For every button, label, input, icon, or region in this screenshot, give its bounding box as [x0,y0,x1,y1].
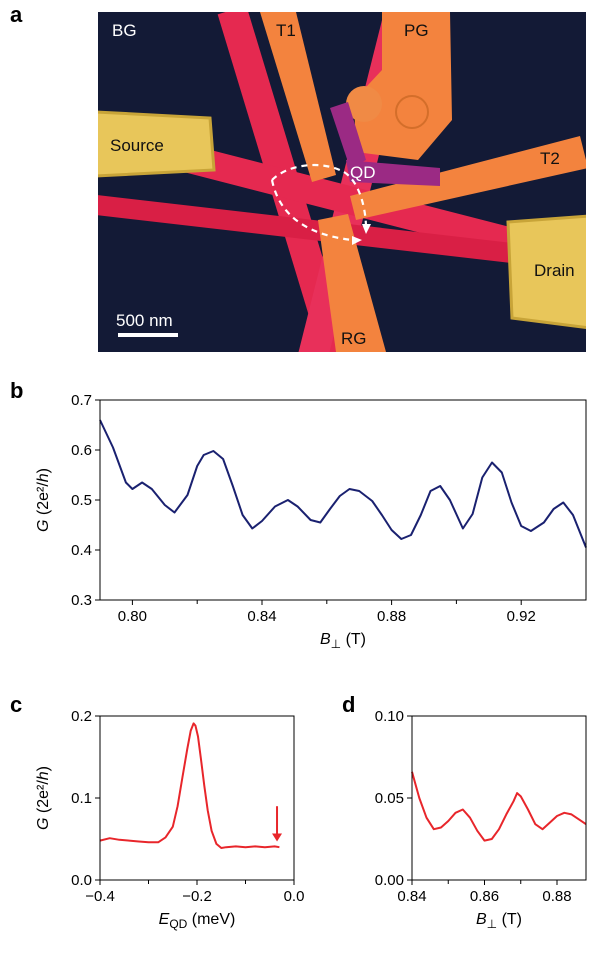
x-tick-label-c: −0.2 [182,888,212,905]
x-tick-label-b: 0.84 [247,608,276,625]
path-arrowhead-1 [352,236,362,245]
series-line-b [99,419,587,548]
x-axis-label-c: EQD (meV) [159,911,236,931]
source-contact [98,110,216,178]
y-tick-label-b: 0.7 [71,392,92,409]
x-tick-label-b: 0.88 [377,608,406,625]
y-axis-label-b: G (2e²/h) [35,468,52,532]
y-axis-label-b-unit-b: ) [35,468,52,473]
scale-bar [118,333,178,337]
y-axis-label-c-unit-a: (2e²/ [35,780,52,818]
x-axis-label-d-subscript: ⊥ [487,917,497,931]
y-tick-label-b: 0.5 [71,492,92,509]
gate-t1 [260,12,336,182]
gate-pg [346,12,452,160]
x-axis-label-b-unit: (T) [341,631,366,648]
y-tick-label-c: 0.1 [71,790,92,807]
x-tick-label-d: 0.88 [542,888,571,905]
x-axis-label-d-symbol: B [476,911,487,928]
gate-rg [318,214,386,352]
panel-label-a: a [10,2,23,27]
label-t2: T2 [540,149,560,168]
x-axis-label-c-subscript: QD [169,917,187,931]
y-axis-label-c-unit-h: h [35,771,52,780]
x-axis-label-d: B⊥ (T) [476,911,522,931]
scale-bar-label: 500 nm [116,311,173,330]
y-tick-label-c: 0.0 [71,872,92,889]
y-axis-label-c-symbol: G [35,818,52,830]
y-tick-label-c: 0.2 [71,708,92,725]
label-pg: PG [404,21,429,40]
chart-b: 0.80 0.84 0.88 0.92 0.3 0.4 0.5 0.6 0.7 B⊥ (T) G (… [35,392,587,651]
panel-label-c: c [10,692,22,717]
x-tick-label-b: 0.80 [118,608,147,625]
panel-label-d: d [342,692,355,717]
x-axis-label-b: B⊥ (T) [320,631,366,651]
x-axis-label-c-symbol: E [159,911,170,928]
gate-t2 [350,136,586,220]
y-tick-label-d: 0.05 [375,790,404,807]
path-arrowhead-2 [362,224,371,234]
edge-state-paths [270,163,368,242]
label-rg: RG [341,329,367,348]
x-tick-label-b: 0.92 [507,608,536,625]
sem-image: BG T1 PG Source QD T2 Drain RG 500 nm [98,12,586,352]
x-axis-label-b-symbol: B [320,631,331,648]
y-axis-label-c-unit-b: ) [35,766,52,771]
series-line-d [411,771,587,842]
plot-frame-d [411,715,587,881]
x-tick-label-c: −0.4 [85,888,115,905]
label-qd: QD [350,163,376,182]
y-tick-label-b: 0.3 [71,592,92,609]
label-drain: Drain [534,261,575,280]
plot-frame-c [99,715,295,881]
x-axis-label-d-unit: (T) [497,911,522,928]
drain-contact [506,214,586,329]
panel-label-b: b [10,378,23,403]
y-tick-label-d: 0.10 [375,708,404,725]
x-tick-label-d: 0.84 [397,888,426,905]
plot-frame-b [99,399,587,601]
y-axis-label-b-symbol: G [35,520,52,532]
x-axis-label-c-unit: (meV) [187,911,235,928]
quantum-dot [330,102,440,186]
series-line-c [99,722,280,849]
y-tick-label-d: 0.00 [375,872,404,889]
y-tick-label-b: 0.4 [71,542,92,559]
y-axis-label-b-unit-a: (2e²/ [35,482,52,520]
x-axis-label-b-subscript: ⊥ [331,637,341,651]
y-tick-label-b: 0.6 [71,442,92,459]
label-bg: BG [112,21,137,40]
label-t1: T1 [276,21,296,40]
chart-c: −0.4 −0.2 0.0 0.0 0.1 0.2 EQD (meV) G (2e²/h) [35,708,304,931]
x-tick-label-d: 0.86 [470,888,499,905]
label-source: Source [110,136,164,155]
chart-d: 0.84 0.86 0.88 0.00 0.05 0.10 B⊥ (T) [375,708,587,931]
y-axis-label-c: G (2e²/h) [35,766,52,830]
y-axis-label-b-unit-h: h [35,473,52,482]
annotation-arrow-head-c [272,833,283,842]
x-tick-label-c: 0.0 [284,888,305,905]
